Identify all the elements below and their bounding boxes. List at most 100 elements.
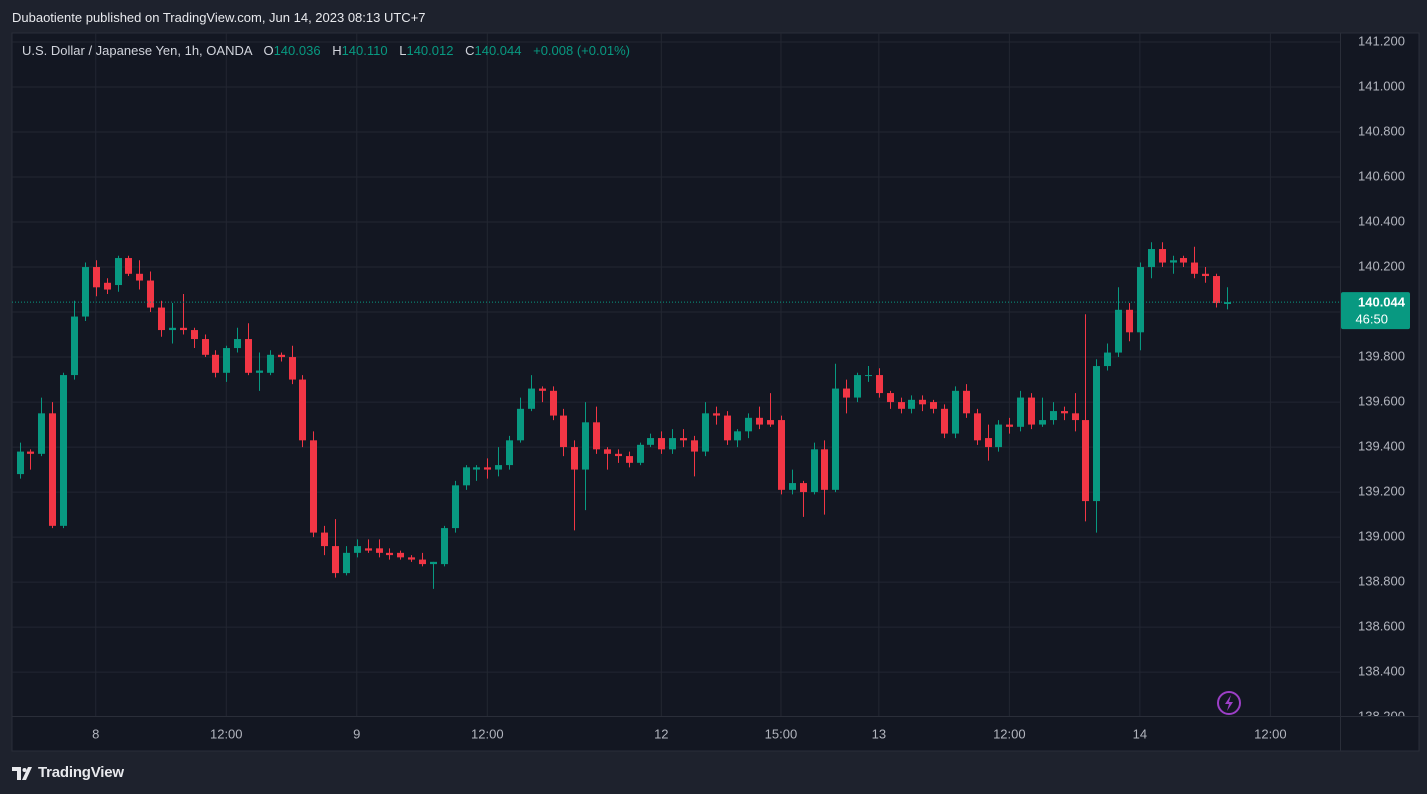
candle-body: [1006, 424, 1013, 427]
y-tick-label: 141.000: [1358, 78, 1405, 93]
candle-body: [125, 258, 132, 274]
candle-body: [647, 438, 654, 445]
candle-body: [854, 375, 861, 398]
change: +0.008 (+0.01%): [533, 43, 630, 58]
low-value: 140.012: [406, 43, 454, 58]
candle-body: [245, 339, 252, 373]
y-tick-label: 139.000: [1358, 529, 1405, 544]
logo: [12, 767, 32, 780]
candle-body: [767, 420, 774, 425]
x-tick-label: 15:00: [765, 726, 798, 741]
candle-body: [115, 258, 122, 286]
candle-body: [169, 327, 176, 331]
candle-body: [865, 375, 872, 377]
x-tick-label: 12: [654, 726, 668, 741]
candle-body: [1202, 273, 1209, 277]
y-tick-label: 139.800: [1358, 348, 1405, 363]
candle-body: [299, 379, 306, 441]
candle-body: [408, 557, 415, 560]
candle-body: [60, 375, 67, 526]
candle-body: [1115, 309, 1122, 353]
candles: [12, 242, 1340, 589]
candle-body: [1137, 267, 1144, 333]
candle-body: [441, 528, 448, 565]
brand[interactable]: TradingView: [38, 764, 124, 781]
candle-body: [1104, 352, 1111, 367]
candle-body: [267, 354, 274, 373]
candle-body: [1017, 397, 1024, 427]
candle-body: [1191, 262, 1198, 274]
candle-body: [821, 449, 828, 490]
candle-body: [1061, 411, 1068, 414]
candle-body: [1072, 413, 1079, 421]
candle-body: [550, 390, 557, 416]
countdown-label: 46:50: [1355, 312, 1388, 327]
price-axis: 138.200 138.400 138.600 138.800 139.000 139.2…: [1358, 33, 1405, 724]
candle-body: [484, 467, 491, 470]
candle-body: [604, 449, 611, 454]
candle-body: [626, 456, 633, 463]
candle-body: [713, 413, 720, 416]
candle-body: [908, 399, 915, 409]
candle-body: [93, 267, 100, 288]
candle-body: [256, 370, 263, 373]
candle-body: [17, 451, 24, 475]
candle-body: [180, 327, 187, 331]
last-price-box: [1341, 292, 1410, 330]
candle-body: [354, 546, 361, 553]
y-tick-label: 138.200: [1358, 709, 1405, 724]
candle-body: [832, 388, 839, 490]
candle-body: [800, 483, 807, 493]
candle-body: [1148, 249, 1155, 268]
candle-body: [147, 280, 154, 308]
candle-body: [27, 451, 34, 454]
candle-body: [1126, 309, 1133, 333]
x-tick-label: 12:00: [210, 726, 243, 741]
candle-body: [930, 402, 937, 409]
candle-body: [843, 388, 850, 398]
candle-body: [1170, 260, 1177, 263]
candle-body: [571, 447, 578, 470]
close-label: C: [465, 43, 475, 58]
candle-body: [1224, 302, 1231, 304]
candle-body: [778, 420, 785, 490]
candle-body: [1213, 276, 1220, 304]
candle-body: [995, 424, 1002, 448]
grid: [12, 33, 1340, 716]
x-tick-label: 12:00: [993, 726, 1026, 741]
candle-body: [38, 413, 45, 454]
x-tick-label: 14: [1133, 726, 1147, 741]
candle-body: [397, 552, 404, 558]
candle-body: [789, 483, 796, 490]
publish-note: Dubaotiente published on TradingView.com…: [12, 10, 426, 25]
candle-body: [734, 431, 741, 441]
candle-body: [212, 354, 219, 373]
candle-body: [560, 415, 567, 448]
candle-body: [702, 413, 709, 452]
candle-body: [637, 444, 644, 463]
candle-body: [278, 354, 285, 358]
candle-body: [310, 440, 317, 533]
candle-body: [191, 330, 198, 340]
candle-body: [876, 375, 883, 394]
x-tick-label: 13: [872, 726, 886, 741]
candle-body: [811, 449, 818, 493]
candle-body: [680, 438, 687, 441]
candle-body: [1093, 366, 1100, 502]
y-tick-label: 141.200: [1358, 33, 1405, 48]
candle-body: [82, 267, 89, 317]
candle-body: [724, 415, 731, 441]
flash-icon[interactable]: [1217, 691, 1241, 715]
candle-body: [202, 339, 209, 355]
x-tick-label: 9: [353, 726, 360, 741]
y-tick-label: 138.600: [1358, 619, 1405, 634]
high-label: H: [332, 43, 342, 58]
candle-body: [473, 467, 480, 470]
candle-body: [430, 561, 437, 565]
low-label: L: [399, 43, 407, 58]
y-tick-label: 138.800: [1358, 574, 1405, 589]
candle-body: [289, 357, 296, 380]
y-tick-label: 139.400: [1358, 439, 1405, 454]
candle-body: [104, 282, 111, 290]
y-tick-label: 139.200: [1358, 484, 1405, 499]
